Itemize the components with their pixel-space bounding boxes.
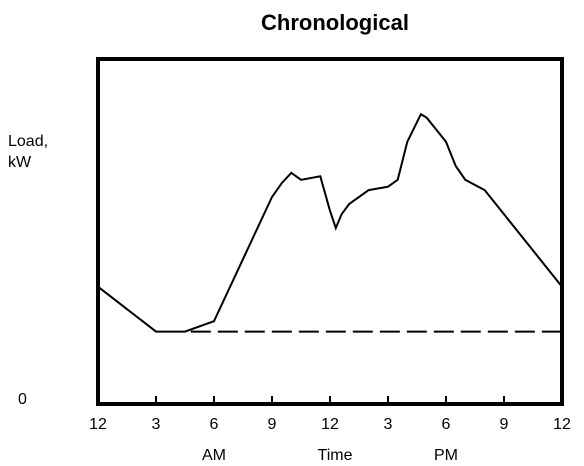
x-tick-label: 12 xyxy=(89,416,107,433)
load-line-series xyxy=(97,112,563,333)
period-label-layer: AM PM xyxy=(202,447,458,464)
chart-title: Chronological xyxy=(261,10,409,35)
series-layer xyxy=(97,112,563,333)
y-axis-label-line-1: Load, xyxy=(8,133,48,150)
x-tick-label: 6 xyxy=(442,416,451,433)
x-tick-label: 3 xyxy=(152,416,161,433)
x-tick-label: 12 xyxy=(321,416,339,433)
x-tick-label: 3 xyxy=(384,416,393,433)
y-zero-label: 0 xyxy=(18,391,27,408)
x-tick-label: 6 xyxy=(210,416,219,433)
x-tick-layer: 12 3 6 9 12 3 6 9 12 xyxy=(89,396,571,433)
x-tick-label: 9 xyxy=(500,416,509,433)
x-axis-label: Time xyxy=(318,447,353,464)
x-tick-label: 9 xyxy=(268,416,277,433)
period-label: PM xyxy=(434,447,458,464)
period-label: AM xyxy=(202,447,226,464)
plot-frame xyxy=(96,57,564,406)
x-tick-label: 12 xyxy=(553,416,571,433)
y-axis-label-line-2: kW xyxy=(8,154,32,171)
